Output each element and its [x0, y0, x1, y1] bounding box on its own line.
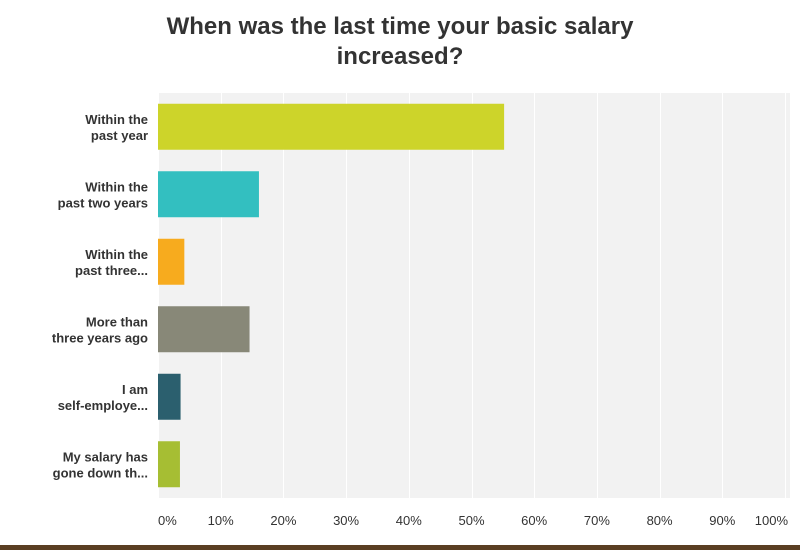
bar-2 [158, 238, 185, 285]
tick-label-8: 80% [647, 513, 673, 528]
tick-label-10: 100% [755, 513, 789, 528]
category-label-3-0: More than [86, 314, 148, 329]
bars [158, 103, 505, 488]
gridlines [158, 93, 786, 498]
category-label-2-0: Within the [85, 247, 148, 262]
category-label-1-0: Within the [85, 179, 148, 194]
footer-bar [0, 545, 800, 550]
chart-title-line-2: increased? [337, 43, 464, 70]
category-label-0-1: past year [91, 128, 148, 143]
category-label-4-1: self-employe... [58, 398, 148, 413]
category-label-4-0: I am [122, 382, 148, 397]
bar-3 [158, 306, 250, 353]
tick-label-9: 90% [709, 513, 735, 528]
chart-title-line-1: When was the last time your basic salary [167, 13, 634, 40]
tick-label-3: 30% [333, 513, 359, 528]
category-label-5-1: gone down th... [53, 465, 148, 480]
tick-label-0: 0% [158, 513, 177, 528]
category-label-0-0: Within the [85, 112, 148, 127]
chart-title: When was the last time your basic salary… [167, 13, 634, 70]
category-label-3-1: three years ago [52, 330, 148, 345]
category-label-5-0: My salary has [63, 449, 148, 464]
tick-label-5: 50% [458, 513, 484, 528]
category-label-2-1: past three... [75, 263, 148, 278]
plot-background [158, 93, 790, 498]
x-axis-ticks: 0% 10% 20% 30% 40% 50% 60% 70% 80% 90% 100% [158, 513, 788, 528]
tick-label-7: 70% [584, 513, 610, 528]
tick-label-6: 60% [521, 513, 547, 528]
bar-5 [158, 441, 180, 488]
bar-0 [158, 103, 505, 150]
tick-label-1: 10% [208, 513, 234, 528]
bar-1 [158, 171, 259, 218]
bar-4 [158, 373, 181, 420]
tick-label-2: 20% [270, 513, 296, 528]
category-label-1-1: past two years [58, 195, 148, 210]
tick-label-4: 40% [396, 513, 422, 528]
